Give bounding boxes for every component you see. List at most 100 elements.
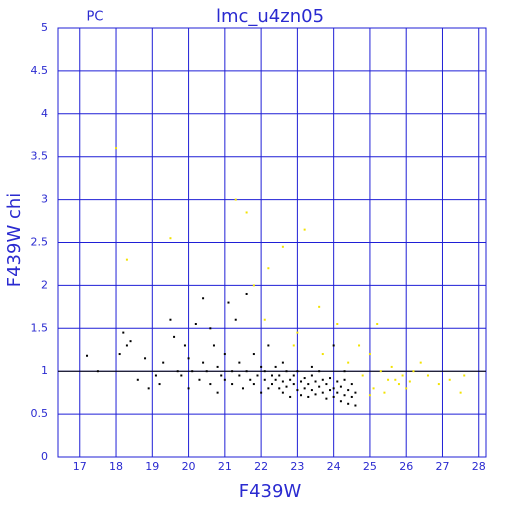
point — [347, 361, 350, 364]
point — [405, 387, 408, 390]
point — [158, 383, 161, 386]
point — [350, 383, 353, 386]
point — [267, 344, 270, 347]
point — [419, 361, 422, 364]
point — [397, 383, 400, 386]
point — [387, 378, 390, 381]
point — [412, 370, 415, 373]
point — [202, 361, 205, 364]
point — [394, 378, 397, 381]
point — [329, 389, 332, 392]
point — [368, 353, 371, 356]
point — [332, 344, 335, 347]
point — [292, 344, 295, 347]
point — [212, 344, 215, 347]
point — [303, 387, 306, 390]
point — [307, 383, 310, 386]
point — [303, 377, 306, 380]
point — [292, 374, 295, 377]
point — [223, 378, 226, 381]
point — [285, 370, 288, 373]
point — [318, 385, 321, 388]
point — [289, 395, 292, 398]
point — [281, 245, 284, 248]
point — [231, 383, 234, 386]
y-tick-label: 2 — [41, 278, 48, 291]
point — [252, 284, 255, 287]
point — [379, 370, 382, 373]
point — [281, 361, 284, 364]
point — [173, 335, 176, 338]
point — [463, 374, 466, 377]
point — [321, 378, 324, 381]
point — [260, 391, 263, 394]
point — [245, 292, 248, 295]
point — [448, 378, 451, 381]
point — [361, 374, 364, 377]
point — [343, 378, 346, 381]
point — [263, 370, 266, 373]
point — [278, 374, 281, 377]
y-tick-label: 1.5 — [31, 321, 49, 334]
point — [354, 391, 357, 394]
point — [220, 374, 223, 377]
point — [209, 383, 212, 386]
point — [187, 357, 190, 360]
point — [194, 323, 197, 326]
point — [96, 370, 99, 373]
point — [147, 387, 150, 390]
point — [285, 385, 288, 388]
point — [310, 365, 313, 368]
point — [274, 365, 277, 368]
point — [372, 387, 375, 390]
point — [223, 353, 226, 356]
point — [234, 318, 237, 321]
point — [437, 383, 440, 386]
point — [339, 385, 342, 388]
point — [343, 370, 346, 373]
point — [241, 387, 244, 390]
point — [296, 389, 299, 392]
point — [263, 378, 266, 381]
point — [205, 370, 208, 373]
y-tick-label: 0.5 — [31, 407, 49, 420]
point — [383, 391, 386, 394]
point — [314, 393, 317, 396]
point — [318, 305, 321, 308]
x-tick-label: 20 — [182, 460, 196, 473]
point — [176, 370, 179, 373]
x-tick-label: 22 — [254, 460, 268, 473]
point — [336, 380, 339, 383]
point — [336, 323, 339, 326]
point — [154, 374, 157, 377]
point — [136, 378, 139, 381]
point — [329, 377, 332, 380]
point — [129, 340, 132, 343]
point — [376, 323, 379, 326]
y-tick-label: 1 — [41, 364, 48, 377]
point — [115, 147, 118, 150]
point — [354, 404, 357, 407]
point — [289, 378, 292, 381]
point — [347, 402, 350, 405]
point — [169, 318, 172, 321]
point — [86, 354, 89, 357]
point — [459, 391, 462, 394]
point — [180, 374, 183, 377]
point — [307, 395, 310, 398]
point — [125, 344, 128, 347]
point — [238, 374, 241, 377]
point — [300, 394, 303, 397]
point — [401, 374, 404, 377]
point — [227, 301, 230, 304]
x-tick-label: 26 — [399, 460, 413, 473]
point — [296, 370, 299, 373]
point — [408, 380, 411, 383]
point — [191, 370, 194, 373]
point — [278, 387, 281, 390]
x-tick-label: 21 — [218, 460, 232, 473]
x-tick-label: 28 — [472, 460, 486, 473]
point — [249, 378, 252, 381]
point — [347, 389, 350, 392]
